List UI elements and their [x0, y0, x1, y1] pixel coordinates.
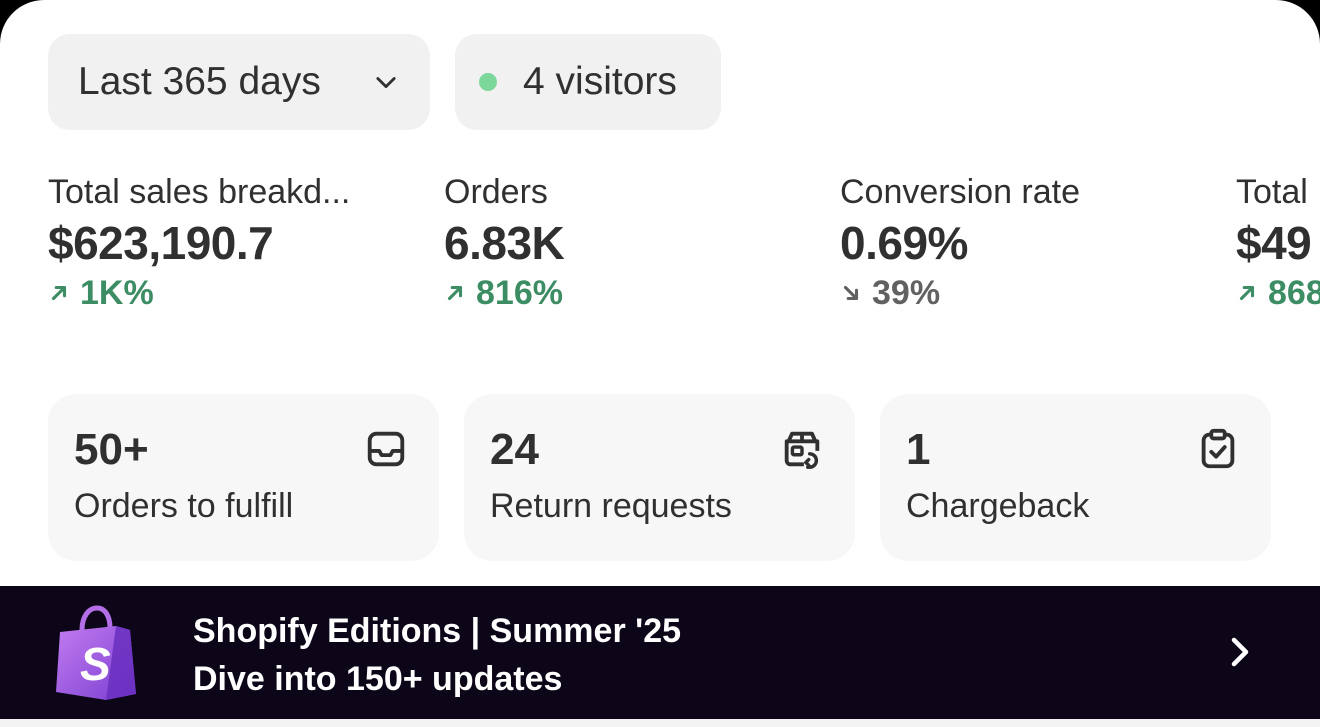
arrow-down-right-icon: [843, 285, 859, 301]
metric-value: 6.83K: [444, 217, 565, 269]
metric-label: Total sales breakd...: [48, 173, 351, 211]
tile-count: 24: [490, 425, 539, 474]
metric-change-value: 1K%: [80, 274, 154, 312]
metric-value: $623,190.7: [48, 217, 274, 269]
arrow-up-right-icon: [447, 285, 463, 301]
metric-change: 1K%: [48, 272, 408, 314]
return-box-icon: [784, 431, 820, 469]
tile-label: Chargeback: [906, 487, 1090, 525]
metric-label: Total: [1236, 173, 1308, 211]
chevron-down-icon: [376, 77, 396, 89]
tile-count: 50+: [74, 425, 149, 474]
metric-change-value: 868: [1268, 274, 1320, 312]
live-status-dot: [479, 73, 497, 91]
tile-count: 1: [906, 425, 931, 474]
date-range-selector[interactable]: Last 365 days: [48, 34, 430, 130]
metric-change-value: 39%: [872, 274, 941, 312]
editions-banner[interactable]: S Shopify Editions | Summer '25 Dive int…: [0, 586, 1320, 719]
metric-value: 0.69%: [840, 217, 968, 269]
banner-title: Shopify Editions | Summer '25: [193, 612, 682, 650]
visitors-label: 4 visitors: [523, 60, 677, 103]
metric-total[interactable]: Total $49 868: [1236, 170, 1320, 314]
svg-text:S: S: [80, 638, 111, 690]
banner-subtitle: Dive into 150+ updates: [193, 660, 563, 698]
metric-value: $49: [1236, 217, 1312, 269]
tile-label: Orders to fulfill: [74, 487, 294, 525]
bottom-divider: [0, 719, 1320, 727]
metrics-carousel[interactable]: Total sales breakd... $623,190.7 1K% Ord…: [48, 170, 1320, 320]
metric-conversion-rate[interactable]: Conversion rate 0.69% 39%: [840, 170, 1200, 314]
inbox-icon: [367, 431, 405, 467]
metric-change: 39%: [840, 272, 1200, 314]
metric-label: Orders: [444, 173, 548, 211]
metric-total-sales[interactable]: Total sales breakd... $623,190.7 1K%: [48, 170, 408, 314]
task-tiles: 50+ Orders to fulfill 24 Return requests…: [48, 394, 1271, 561]
metric-change-value: 816%: [476, 274, 563, 312]
chargeback-tile[interactable]: 1 Chargeback: [880, 394, 1271, 561]
metric-label: Conversion rate: [840, 173, 1081, 211]
return-requests-tile[interactable]: 24 Return requests: [464, 394, 855, 561]
metric-change: 868: [1236, 272, 1320, 314]
tile-label: Return requests: [490, 487, 732, 525]
metric-change: 816%: [444, 272, 804, 314]
date-range-label: Last 365 days: [78, 60, 321, 103]
live-visitors-button[interactable]: 4 visitors: [455, 34, 721, 130]
arrow-up-right-icon: [51, 285, 67, 301]
arrow-up-right-icon: [1239, 285, 1255, 301]
chevron-right-icon: [1231, 637, 1249, 667]
shopify-bag-icon: S: [56, 605, 136, 700]
filter-bar: Last 365 days 4 visitors: [48, 34, 721, 130]
banner-text: Shopify Editions | Summer '25 Dive into …: [193, 608, 681, 704]
metric-orders[interactable]: Orders 6.83K 816%: [444, 170, 804, 314]
orders-to-fulfill-tile[interactable]: 50+ Orders to fulfill: [48, 394, 439, 561]
clipboard-check-icon: [1201, 428, 1235, 469]
